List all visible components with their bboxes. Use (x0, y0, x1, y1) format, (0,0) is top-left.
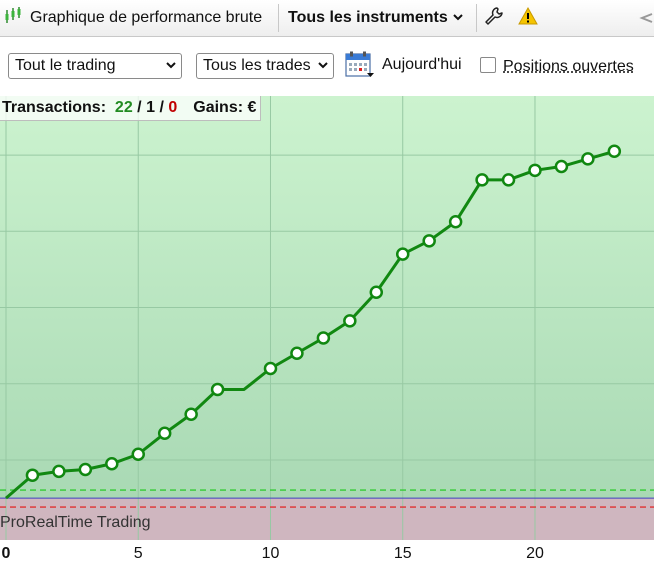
transactions-label: Transactions: (2, 99, 107, 116)
data-point (263, 361, 278, 376)
x-tick-label: 5 (134, 545, 143, 562)
data-point (131, 447, 145, 461)
chart-title-label: Graphique de performance brute (30, 9, 263, 26)
trade-type-value: Tous les trades (203, 57, 311, 74)
data-point (369, 285, 384, 300)
instruments-dropdown[interactable]: Tous les instruments (288, 0, 464, 36)
data-point (528, 163, 542, 178)
trading-scope-value: Tout le trading (15, 57, 116, 74)
transactions-summary: Transactions: 22 / 1 / 0 Gains: € (0, 96, 262, 121)
winning-count: 22 (114, 99, 133, 116)
x-tick-label: 0 (2, 545, 11, 562)
data-point (157, 426, 172, 441)
data-point (343, 314, 357, 328)
data-point (52, 464, 66, 479)
filter-bar: Tout le trading Tous les trades Aujourd'… (0, 37, 654, 95)
data-point (475, 173, 489, 187)
data-point (184, 407, 198, 421)
x-axis-band (0, 540, 654, 564)
data-point (25, 468, 40, 482)
gains-label: Gains: € (193, 99, 257, 116)
warning-icon (518, 6, 538, 30)
date-label[interactable]: Aujourd'hui (382, 56, 462, 73)
calendar-icon (345, 51, 374, 77)
warning-button[interactable] (516, 0, 540, 36)
data-point (422, 234, 436, 248)
data-point (607, 144, 622, 159)
toolbar-divider (476, 4, 477, 32)
instruments-label: Tous les instruments (288, 9, 448, 26)
data-point (316, 331, 331, 345)
chevron-down-icon (165, 57, 177, 75)
watermark: ProRealTime Trading (0, 514, 151, 531)
chart-grid (0, 96, 654, 540)
performance-chart: 0 5 10 15 20 (0, 96, 654, 564)
wrench-icon (484, 6, 504, 31)
positive-zone (0, 96, 654, 499)
x-axis-ticks: 0 5 10 15 20 (2, 545, 544, 562)
open-positions-checkbox[interactable] (480, 57, 496, 73)
data-point (105, 457, 119, 471)
settings-button[interactable] (482, 0, 506, 36)
negative-zone (0, 498, 654, 540)
data-point (210, 382, 225, 397)
share-icon[interactable] (634, 0, 654, 36)
chart-title: Graphique de performance brute (0, 0, 262, 36)
data-point (581, 152, 595, 166)
open-positions-label[interactable]: Positions ouvertes (503, 58, 634, 75)
data-point (501, 173, 516, 187)
data-point (290, 346, 304, 361)
toolbar-divider (278, 4, 279, 32)
data-point (78, 462, 93, 477)
data-points (25, 144, 622, 482)
data-point (448, 215, 463, 229)
neutral-count: 1 (146, 99, 155, 116)
x-tick-label: 20 (526, 545, 544, 562)
candlestick-icon (4, 6, 24, 31)
losing-count: 0 (168, 99, 178, 116)
top-toolbar: Graphique de performance brute Tous les … (0, 0, 654, 37)
separator: / (137, 99, 142, 116)
x-tick-label: 10 (262, 545, 280, 562)
chevron-down-icon (452, 9, 464, 27)
trading-scope-select[interactable]: Tout le trading (8, 53, 182, 79)
separator: / (159, 99, 164, 116)
x-tick-label: 15 (394, 545, 412, 562)
trade-type-select[interactable]: Tous les trades (196, 53, 334, 79)
data-point (395, 247, 410, 261)
chevron-down-icon (317, 57, 329, 75)
data-point (554, 159, 569, 174)
calendar-button[interactable] (345, 51, 375, 79)
